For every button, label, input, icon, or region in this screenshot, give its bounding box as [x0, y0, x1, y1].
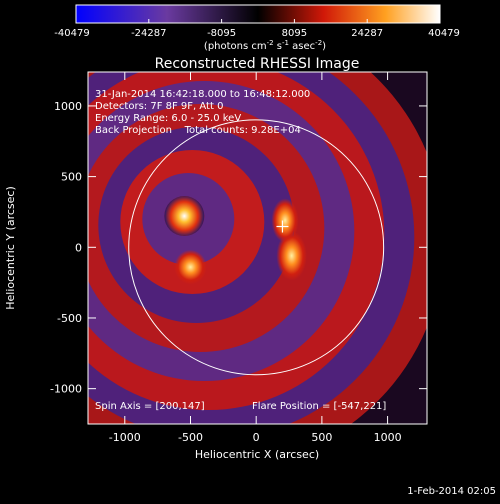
colorbar-tick-label: 40479 — [428, 28, 460, 39]
spin-axis-marker — [276, 220, 289, 233]
flare-source — [165, 195, 204, 237]
colorbar-unit-label: (photons cm-2 s-1 asec-2) — [204, 39, 326, 52]
colorbar-ticks: -40479 -24287 -8095 8095 24287 40479 — [54, 19, 460, 39]
solar-limb — [128, 119, 385, 376]
colorbar-gradient — [75, 4, 441, 24]
y-tick-label: 1000 — [54, 100, 82, 113]
footer-timestamp: 1-Feb-2014 02:05 — [407, 486, 496, 497]
y-axis: -1000 -500 0 500 1000 — [50, 100, 427, 396]
colorbar-tick-label: 8095 — [282, 28, 307, 39]
y-tick-label: -1000 — [50, 383, 82, 396]
x-tick-label: 1000 — [374, 431, 402, 444]
x-tick-label: 500 — [311, 431, 332, 444]
y-tick-label: 0 — [75, 241, 82, 254]
flare-source — [174, 249, 207, 285]
colorbar-tick-label: 24287 — [351, 28, 383, 39]
x-tick-label: 0 — [253, 431, 260, 444]
x-tick-label: -500 — [178, 431, 203, 444]
flare-position-label: Flare Position = [-547,221] — [252, 401, 386, 412]
flare-sources — [165, 195, 307, 285]
info-detectors: Detectors: 7F 8F 9F, Att 0 — [95, 101, 223, 112]
y-axis-label: Heliocentric Y (arcsec) — [4, 186, 17, 310]
image-area — [88, 72, 427, 424]
observation-info: 31-Jan-2014 16:42:18.000 to 16:48:12.000… — [95, 89, 386, 412]
spin-axis-label: Spin Axis = [200,147] — [95, 401, 205, 412]
x-axis: -1000 -500 0 500 1000 — [109, 72, 402, 444]
info-time-range: 31-Jan-2014 16:42:18.000 to 16:48:12.000 — [95, 89, 310, 100]
chart-title: Reconstructed RHESSI Image — [155, 56, 360, 72]
y-tick-label: 500 — [61, 171, 82, 184]
info-energy-range: Energy Range: 6.0 - 25.0 keV — [95, 113, 241, 124]
colorbar: -40479 -24287 -8095 8095 24287 40479 (photons… — [54, 4, 460, 52]
flare-source — [276, 231, 307, 281]
colorbar-tick-label: -40479 — [54, 28, 89, 39]
flare-source — [271, 198, 299, 243]
x-tick-label: -1000 — [109, 431, 141, 444]
plot-frame — [87, 71, 428, 425]
colorbar-tick-label: -8095 — [207, 28, 236, 39]
sidelobe-rings — [88, 72, 427, 424]
x-axis-label: Heliocentric X (arcsec) — [195, 448, 319, 461]
y-tick-label: -500 — [57, 312, 82, 325]
colorbar-tick-label: -24287 — [131, 28, 166, 39]
info-method-counts: Back Projection Total counts: 9.28E+04 — [95, 125, 301, 136]
